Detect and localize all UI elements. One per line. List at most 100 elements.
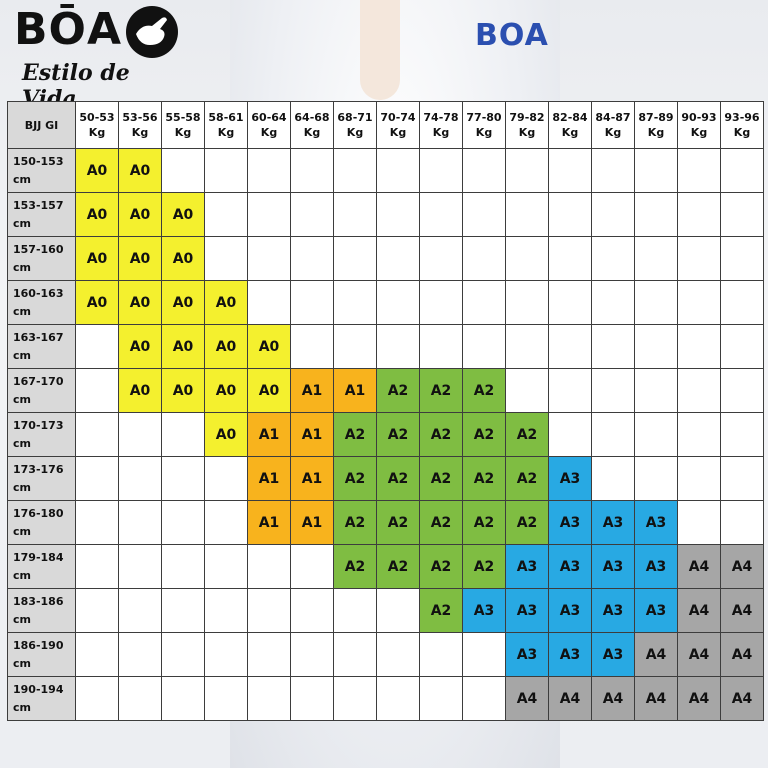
header-row: BJJ GI 50-53 Kg 53-56 Kg 55-58 Kg 58-61 Kg 60-64 K…	[7, 101, 764, 149]
size-cell-a2: A2	[419, 456, 463, 501]
empty-cell	[462, 632, 506, 677]
empty-cell	[118, 588, 162, 633]
empty-cell	[677, 236, 721, 281]
empty-cell	[161, 148, 205, 193]
empty-cell	[677, 368, 721, 413]
empty-cell	[634, 368, 678, 413]
empty-cell	[376, 676, 420, 721]
empty-cell	[204, 148, 248, 193]
empty-cell	[247, 148, 291, 193]
weight-unit: Kg	[518, 126, 536, 139]
weight-unit: Kg	[389, 126, 407, 139]
size-cell-a3: A3	[505, 544, 549, 589]
size-cell-a3: A3	[505, 632, 549, 677]
brand-logo: BŌA Estilo de Vida	[14, 4, 184, 112]
empty-cell	[290, 192, 334, 237]
height-unit: cm	[13, 216, 31, 230]
height-range: 190-194	[13, 682, 64, 696]
empty-cell	[548, 236, 592, 281]
empty-cell	[75, 500, 119, 545]
height-header: 153-157 cm	[7, 192, 76, 237]
table-row: 163-167 cm A0 A0 A0 A0	[7, 324, 764, 369]
weight-range: 50-53	[79, 111, 115, 124]
empty-cell	[505, 368, 549, 413]
height-header: 176-180 cm	[7, 500, 76, 545]
height-range: 150-153	[13, 154, 64, 168]
empty-cell	[591, 324, 635, 369]
size-cell-a2: A2	[376, 544, 420, 589]
height-header: 150-153 cm	[7, 148, 76, 193]
weight-header: 70-74 Kg	[376, 101, 420, 149]
height-unit: cm	[13, 568, 31, 582]
empty-cell	[720, 368, 764, 413]
empty-cell	[720, 324, 764, 369]
empty-cell	[204, 544, 248, 589]
empty-cell	[505, 192, 549, 237]
height-unit: cm	[13, 260, 31, 274]
empty-cell	[548, 192, 592, 237]
height-header: 179-184 cm	[7, 544, 76, 589]
weight-header: 68-71 Kg	[333, 101, 377, 149]
table-row: 160-163 cm A0 A0 A0 A0	[7, 280, 764, 325]
weight-header: 53-56 Kg	[118, 101, 162, 149]
empty-cell	[720, 192, 764, 237]
size-cell-a0: A0	[247, 324, 291, 369]
size-cell-a0: A0	[75, 148, 119, 193]
empty-cell	[290, 236, 334, 281]
empty-cell	[247, 236, 291, 281]
size-cell-a2: A2	[376, 412, 420, 457]
empty-cell	[591, 456, 635, 501]
size-cell-a2: A2	[419, 412, 463, 457]
height-range: 176-180	[13, 506, 64, 520]
empty-cell	[677, 412, 721, 457]
size-cell-a4: A4	[505, 676, 549, 721]
weight-range: 87-89	[638, 111, 674, 124]
weight-unit: Kg	[346, 126, 364, 139]
empty-cell	[376, 588, 420, 633]
table-row: 150-153 cm A0 A0	[7, 148, 764, 193]
empty-cell	[333, 192, 377, 237]
empty-cell	[505, 236, 549, 281]
size-cell-a2: A2	[419, 368, 463, 413]
size-cell-a0: A0	[118, 324, 162, 369]
size-cell-a2: A2	[376, 456, 420, 501]
height-range: 170-173	[13, 418, 64, 432]
weight-header: 50-53 Kg	[75, 101, 119, 149]
empty-cell	[204, 456, 248, 501]
empty-cell	[677, 280, 721, 325]
empty-cell	[75, 632, 119, 677]
empty-cell	[75, 368, 119, 413]
weight-header: 87-89 Kg	[634, 101, 678, 149]
empty-cell	[75, 588, 119, 633]
size-cell-a0: A0	[118, 368, 162, 413]
weight-header: 64-68 Kg	[290, 101, 334, 149]
empty-cell	[462, 676, 506, 721]
empty-cell	[204, 500, 248, 545]
empty-cell	[333, 280, 377, 325]
empty-cell	[677, 324, 721, 369]
weight-range: 60-64	[251, 111, 287, 124]
size-cell-a2: A2	[333, 456, 377, 501]
size-cell-a2: A2	[462, 456, 506, 501]
height-range: 163-167	[13, 330, 64, 344]
empty-cell	[419, 236, 463, 281]
weight-range: 82-84	[552, 111, 588, 124]
height-header: 183-186 cm	[7, 588, 76, 633]
weight-unit: Kg	[647, 126, 665, 139]
size-cell-a2: A2	[462, 368, 506, 413]
empty-cell	[419, 280, 463, 325]
height-range: 167-170	[13, 374, 64, 388]
empty-cell	[161, 412, 205, 457]
table-row: 186-190 cm A3 A3 A3 A4 A4 A4	[7, 632, 764, 677]
size-cell-a2: A2	[462, 544, 506, 589]
size-cell-a1: A1	[333, 368, 377, 413]
empty-cell	[677, 500, 721, 545]
size-cell-a3: A3	[634, 500, 678, 545]
size-cell-a2: A2	[419, 588, 463, 633]
empty-cell	[376, 148, 420, 193]
empty-cell	[548, 324, 592, 369]
size-cell-a4: A4	[677, 676, 721, 721]
size-cell-a3: A3	[591, 544, 635, 589]
weight-unit: Kg	[303, 126, 321, 139]
table-row: 173-176 cm A1 A1 A2 A2 A2 A2 A2 A3	[7, 456, 764, 501]
